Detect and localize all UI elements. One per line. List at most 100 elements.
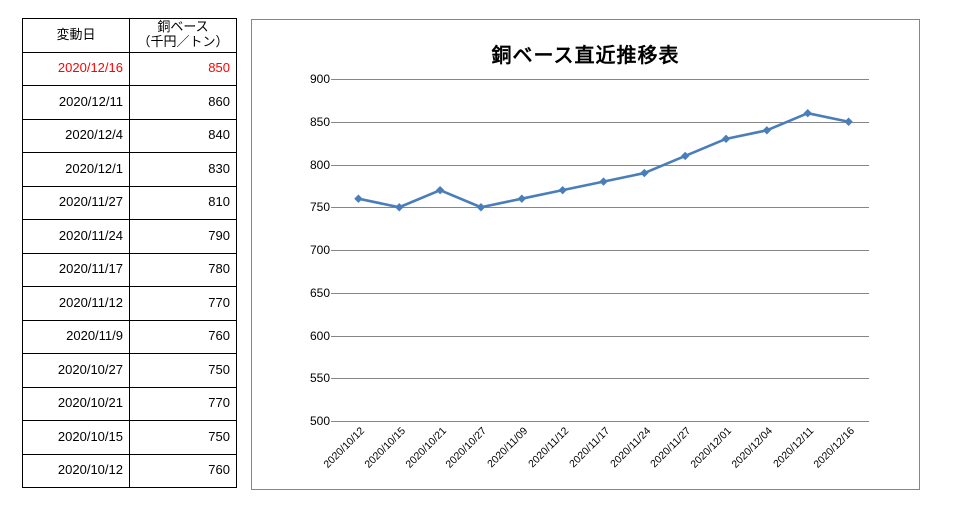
cell-value: 860	[129, 85, 237, 120]
cell-value: 810	[129, 185, 237, 220]
gridline	[338, 421, 869, 422]
x-tick-label: 2020/12/01	[688, 425, 735, 471]
y-tick-label: 600	[309, 328, 330, 343]
cell-date: 2020/11/17	[22, 252, 130, 287]
gridline	[338, 121, 869, 123]
cell-value: 840	[129, 118, 237, 153]
gridline	[338, 250, 869, 251]
x-tick-label: 2020/12/16	[811, 425, 858, 471]
table-header-row: 変動日 銅ベース （千円／トン）	[22, 18, 237, 53]
cell-date: 2020/10/27	[22, 353, 130, 388]
y-tick-mark	[331, 421, 338, 422]
cell-date: 2020/10/12	[22, 453, 130, 488]
cell-date: 2020/11/27	[22, 185, 130, 220]
x-tick-label: 2020/11/17	[566, 425, 612, 471]
data-point-marker	[844, 117, 853, 126]
y-tick-label: 750	[309, 200, 330, 215]
y-tick-label: 500	[309, 414, 330, 428]
cell-value: 830	[129, 152, 237, 187]
table-body: 2020/12/16 850 2020/12/11 860 2020/12/4 840 20…	[22, 51, 237, 488]
column-header-value-line2: （千円／トン）	[137, 34, 229, 50]
table-row: 2020/10/12 760	[22, 453, 237, 488]
table-row: 2020/11/17 780	[22, 252, 237, 287]
data-point-marker	[435, 185, 445, 195]
cell-date: 2020/10/21	[22, 386, 130, 421]
table-row: 2020/12/11 860	[22, 85, 237, 120]
cell-value: 770	[129, 286, 237, 321]
cell-date: 2020/12/4	[22, 118, 130, 153]
cell-date: 2020/10/15	[22, 420, 130, 455]
gridline	[338, 335, 869, 337]
y-tick-mark	[331, 292, 338, 294]
cell-value: 760	[129, 319, 237, 354]
chart-title: 銅ベース直近推移表	[491, 45, 680, 67]
x-tick-label: 2020/10/21	[402, 425, 449, 471]
y-tick-mark	[331, 121, 338, 123]
y-tick-label: 650	[309, 285, 330, 300]
y-tick-label: 800	[309, 157, 330, 172]
table-row: 2020/11/27 810	[22, 185, 237, 220]
series-polyline	[357, 111, 850, 209]
cell-value: 760	[129, 453, 237, 488]
data-point-marker	[762, 126, 772, 135]
gridline	[338, 207, 869, 209]
data-point-marker	[476, 203, 486, 212]
data-point-marker	[803, 109, 812, 118]
y-tick-mark	[331, 207, 338, 209]
x-tick-label: 2020/10/27	[443, 425, 490, 471]
x-tick-label: 2020/11/09	[485, 425, 531, 471]
y-tick-label: 550	[309, 371, 330, 386]
table-row: 2020/11/24 790	[22, 219, 237, 254]
table-header: 変動日 銅ベース （千円／トン）	[22, 18, 237, 53]
x-tick-label: 2020/12/11	[771, 425, 817, 471]
cell-value: 780	[129, 252, 237, 287]
x-tick-label: 2020/11/12	[526, 425, 572, 471]
cell-date: 2020/12/1	[22, 152, 130, 187]
y-tick-mark	[331, 250, 338, 251]
cell-value: 770	[129, 386, 237, 421]
x-tick-label: 2020/11/27	[648, 425, 694, 471]
gridline	[338, 164, 869, 166]
column-header-date: 変動日	[22, 18, 130, 53]
y-tick-label: 850	[309, 114, 330, 129]
cell-value: 750	[129, 420, 237, 455]
cell-date: 2020/11/12	[22, 286, 130, 321]
y-tick-label: 900	[309, 72, 330, 86]
data-point-marker	[640, 168, 649, 178]
y-tick-mark	[331, 335, 338, 337]
cell-date: 2020/11/24	[22, 219, 130, 254]
table-row: 2020/11/12 770	[22, 286, 237, 321]
data-point-marker	[721, 134, 731, 144]
cell-value: 790	[129, 219, 237, 254]
table-row: 2020/10/15 750	[22, 420, 237, 455]
gridline	[338, 378, 869, 380]
y-tick-mark	[331, 164, 338, 166]
chart-plot-area: 900 850 800 750 700 650 600 550 500 2020/10/12 20…	[310, 72, 869, 471]
table-row: 2020/11/9 760	[22, 319, 237, 354]
table-row: 2020/12/16 850	[22, 51, 237, 86]
chart-container: 銅ベース直近推移表 900 850 800 750 700 650 600 550 500 20…	[251, 19, 920, 490]
y-tick-mark	[331, 378, 338, 380]
y-tick-label: 700	[309, 243, 330, 257]
cell-value: 750	[129, 353, 237, 388]
table-row: 2020/10/27 750	[22, 353, 237, 388]
table-row: 2020/12/4 840	[22, 118, 237, 153]
x-tick-label: 2020/11/24	[607, 425, 653, 471]
gridline	[338, 79, 869, 80]
cell-date: 2020/11/9	[22, 319, 130, 354]
gridline	[338, 292, 869, 294]
x-tick-label: 2020/10/12	[321, 425, 367, 471]
cell-date: 2020/12/11	[22, 85, 130, 120]
data-point-marker	[680, 151, 690, 161]
column-header-value-line1: 銅ベース	[157, 19, 209, 35]
column-header-value: 銅ベース （千円／トン）	[129, 18, 237, 53]
cell-value: 850	[129, 51, 237, 86]
cell-date: 2020/12/16	[22, 51, 130, 86]
data-point-marker	[599, 177, 608, 186]
data-point-marker	[517, 194, 527, 203]
price-history-table: 変動日 銅ベース （千円／トン） 2020/12/16 850 2020/12/11…	[22, 18, 237, 488]
data-point-marker	[558, 185, 567, 195]
data-point-marker	[354, 194, 363, 203]
y-tick-mark	[331, 79, 338, 80]
x-tick-label: 2020/10/15	[362, 425, 408, 471]
